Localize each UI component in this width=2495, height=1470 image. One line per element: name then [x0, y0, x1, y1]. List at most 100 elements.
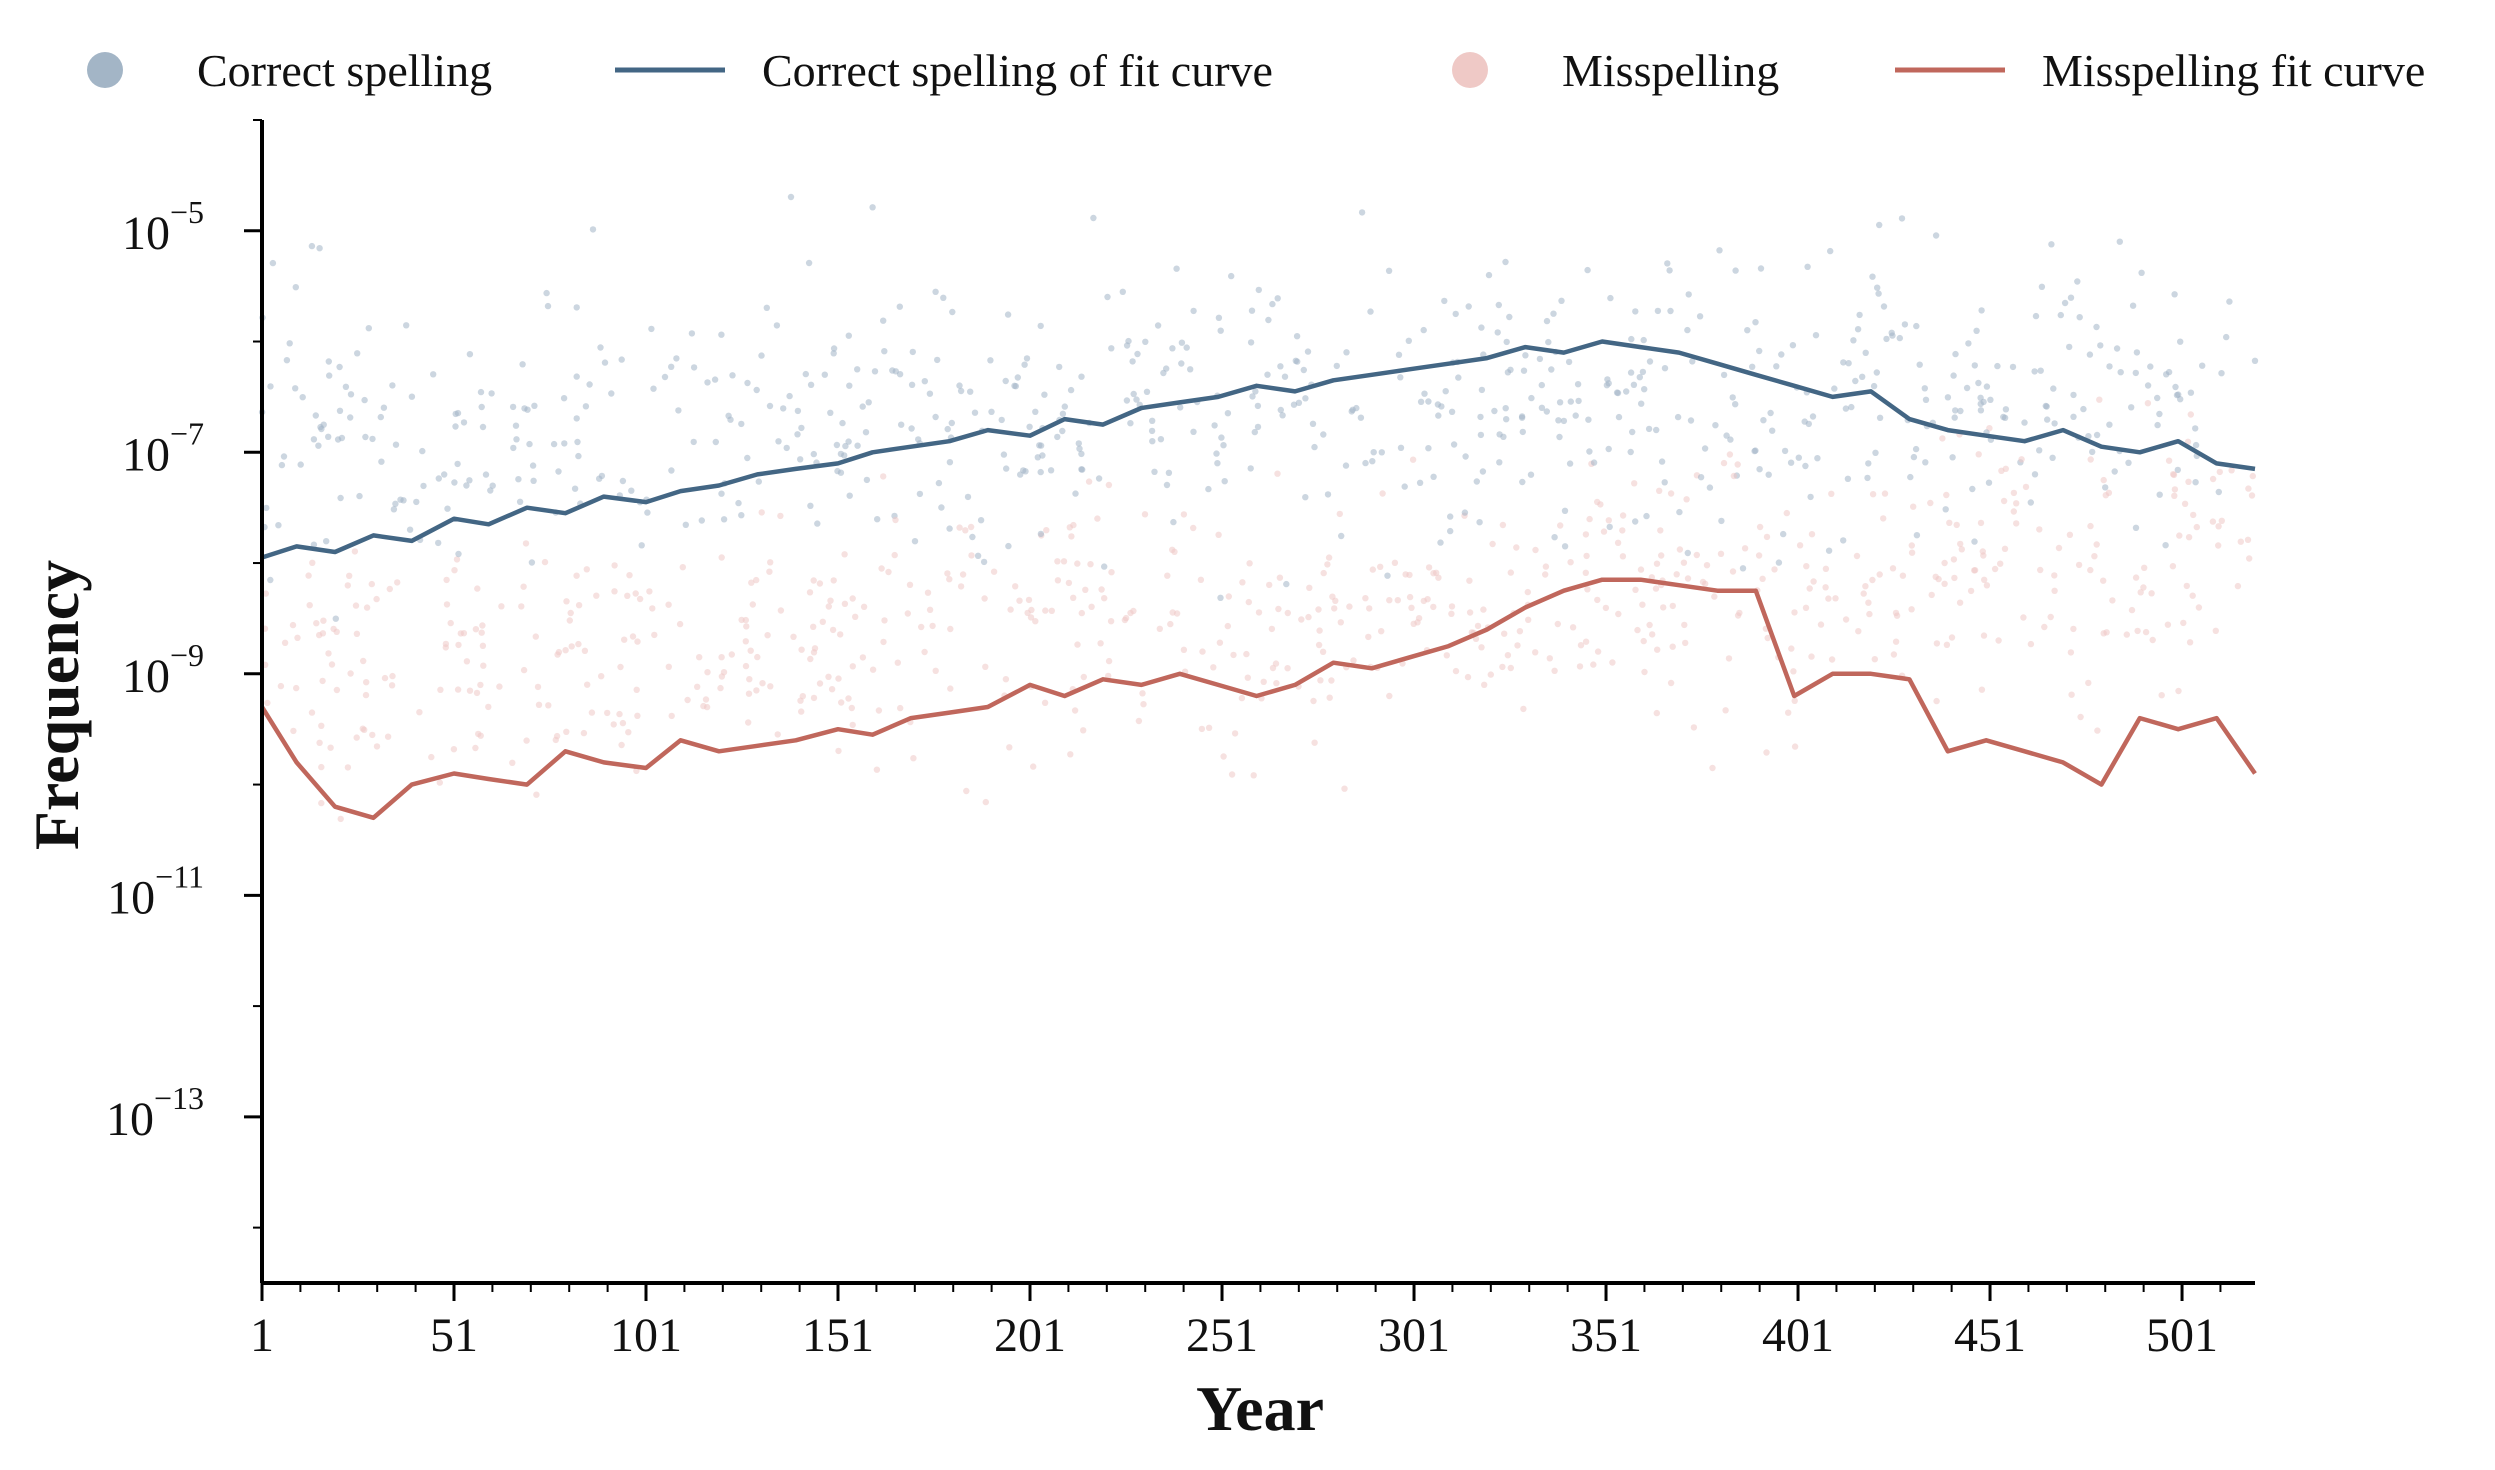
correct-spelling-point	[1854, 326, 1862, 333]
misspelling-point	[1928, 591, 1935, 599]
misspelling-point	[2041, 623, 2048, 631]
misspelling-point	[2142, 628, 2150, 636]
correct-spelling-point	[1641, 386, 1648, 393]
misspelling-point	[2169, 563, 2177, 570]
correct-spelling-point	[336, 363, 343, 371]
correct-spelling-point	[2192, 425, 2199, 432]
correct-spelling-point	[356, 492, 363, 500]
correct-spelling-point	[648, 325, 655, 333]
correct-spelling-point	[807, 381, 815, 388]
misspelling-point	[1210, 664, 1217, 671]
correct-spelling-point	[1417, 398, 1425, 405]
correct-spelling-point	[2138, 269, 2145, 276]
correct-spelling-point	[846, 492, 853, 499]
misspelling-point	[1424, 596, 1431, 603]
misspelling-point	[2094, 727, 2101, 734]
correct-spelling-point	[675, 407, 682, 414]
misspelling-point	[262, 590, 269, 597]
correct-spelling-point	[1302, 494, 1309, 501]
correct-spelling-point	[1173, 265, 1180, 272]
correct-spelling-point	[908, 381, 916, 388]
misspelling-point	[472, 744, 479, 752]
misspelling-point	[2215, 523, 2222, 530]
misspelling-point	[1756, 523, 1764, 531]
misspelling-point	[1791, 609, 1798, 616]
misspelling-point	[1971, 567, 1978, 574]
misspelling-point	[1865, 599, 1872, 606]
misspelling-point	[2189, 592, 2196, 599]
correct-spelling-point	[1218, 434, 1225, 441]
correct-spelling-point	[908, 425, 915, 432]
misspelling-point	[1957, 540, 1964, 548]
correct-spelling-point	[2154, 421, 2161, 429]
correct-spelling-point	[1485, 271, 1493, 279]
correct-spelling-point	[452, 423, 459, 430]
correct-spelling-point	[1932, 232, 1940, 239]
correct-spelling-point	[1773, 363, 1780, 370]
correct-spelling-point	[1478, 386, 1486, 394]
correct-spelling-point	[1072, 490, 1079, 497]
correct-spelling-point	[560, 395, 568, 402]
correct-spelling-point	[1054, 433, 1061, 441]
misspelling-point	[1983, 582, 1991, 589]
correct-spelling-point	[807, 502, 814, 509]
misspelling-point	[1054, 577, 1062, 584]
misspelling-point	[1892, 638, 1900, 645]
correct-spelling-point	[1003, 465, 1010, 472]
misspelling-point	[369, 731, 376, 739]
correct-spelling-point	[338, 434, 346, 442]
correct-spelling-point	[2038, 283, 2046, 290]
correct-spelling-point	[1756, 466, 1763, 473]
correct-spelling-point	[969, 533, 976, 541]
misspelling-point	[2001, 545, 2009, 552]
correct-spelling-point	[830, 345, 838, 352]
misspelling-point	[1577, 642, 1585, 649]
misspelling-point	[1269, 664, 1277, 672]
correct-spelling-point	[2144, 382, 2152, 389]
misspelling-point	[1546, 655, 1554, 662]
misspelling-point	[290, 727, 297, 735]
misspelling-point	[451, 567, 458, 574]
misspelling-point	[567, 609, 574, 617]
correct-spelling-point	[1661, 365, 1669, 372]
correct-spelling-point	[909, 348, 916, 356]
correct-spelling-point	[1971, 362, 1979, 369]
correct-spelling-point	[1520, 367, 1528, 374]
correct-spelling-point	[1101, 563, 1108, 570]
correct-spelling-point	[1978, 307, 1985, 314]
fit-curves-layer	[260, 339, 2257, 821]
correct-spelling-point	[1701, 445, 1709, 452]
correct-spelling-point	[1804, 263, 1811, 270]
correct-spelling-point	[2132, 369, 2139, 377]
x-tick-label: 351	[1570, 1309, 1642, 1362]
misspelling-point	[2068, 691, 2075, 698]
misspelling-point	[1230, 651, 1237, 659]
correct-spelling-point	[1304, 348, 1312, 355]
correct-spelling-point	[1213, 450, 1220, 457]
misspelling-point	[1717, 550, 1725, 557]
correct-spelling-point	[1969, 485, 1976, 493]
misspelling-point	[904, 610, 911, 617]
misspelling-point	[1889, 565, 1897, 572]
misspelling-point	[318, 799, 325, 807]
correct-spelling-point	[1165, 469, 1173, 476]
misspelling-point	[754, 653, 761, 661]
misspelling-point	[1806, 585, 1813, 592]
misspelling-point	[2218, 517, 2225, 524]
correct-spelling-point	[1405, 337, 1413, 344]
correct-spelling-point	[1067, 386, 1075, 394]
misspelling-point	[325, 650, 332, 657]
misspelling-point	[535, 701, 543, 708]
correct-spelling-point	[337, 494, 344, 502]
correct-spelling-point	[1765, 471, 1772, 478]
x-tick-label: 301	[1378, 1309, 1450, 1362]
correct-spelling-point	[644, 509, 651, 516]
misspelling-point	[1602, 604, 1610, 612]
correct-spelling-point	[2021, 419, 2028, 426]
correct-spelling-point	[1646, 358, 1654, 365]
correct-spelling-point	[1283, 580, 1290, 588]
correct-spelling-point	[1780, 530, 1787, 538]
correct-spelling-point	[2156, 410, 2163, 418]
correct-spelling-point	[315, 442, 322, 449]
misspelling-point	[2180, 619, 2187, 627]
